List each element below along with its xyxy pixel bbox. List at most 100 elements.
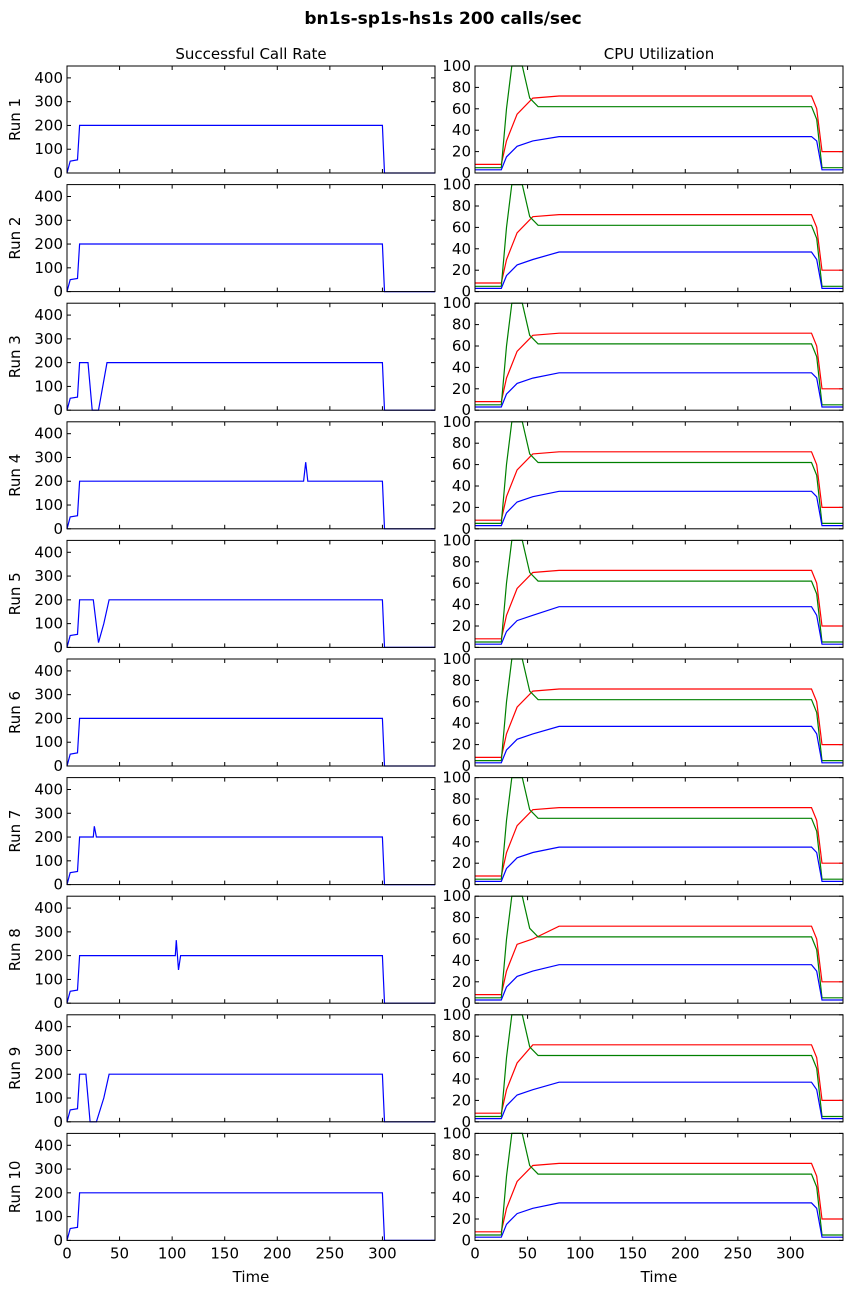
y-tick-label: 200 [34, 709, 63, 727]
y-tick-label: 40 [452, 477, 471, 495]
y-tick-label: 100 [34, 140, 63, 158]
calls-panel-run-3: 0 100 200 300 400 Run 3 [6, 302, 436, 419]
y-tick-label: 80 [452, 790, 471, 808]
y-tick-label: 80 [452, 1027, 471, 1045]
y-tick-label: 100 [34, 496, 63, 514]
y-tick-label: 100 [442, 1006, 471, 1024]
y-tick-label: 100 [442, 887, 471, 905]
cpu-series-blue-line [475, 964, 843, 1001]
run-label: Run 4 [6, 454, 24, 497]
calls-panel-run-2: 0 100 200 300 400 Run 2 [6, 184, 436, 301]
y-tick-label: 400 [34, 662, 63, 680]
y-tick-label: 200 [34, 116, 63, 134]
calls-panel-run-10: 0 100 200 300 400 0 50 100 150 200 250 300 Run 10 [6, 1132, 436, 1262]
y-tick-label: 40 [452, 240, 471, 258]
cpu-series-red-line [475, 451, 843, 521]
y-tick-label: 20 [452, 261, 471, 279]
cpu-series-red-line [475, 925, 843, 996]
y-tick-label: 400 [34, 1136, 63, 1154]
y-tick-label: 40 [452, 951, 471, 969]
x-tick-label: 250 [316, 1244, 345, 1262]
y-tick-label: 40 [452, 596, 471, 614]
y-tick-label: 100 [34, 1089, 63, 1107]
y-tick-label: 20 [452, 143, 471, 161]
cpu-series-blue-line [475, 1081, 843, 1120]
left-x-axis-label: Time [232, 1268, 270, 1286]
right-column-title: CPU Utilization [604, 45, 714, 63]
y-tick-label: 80 [452, 553, 471, 571]
x-tick-label: 100 [158, 1244, 187, 1262]
y-tick-label: 80 [452, 1146, 471, 1164]
calls-series-line [66, 462, 435, 530]
calls-panel-run-5: 0 100 200 300 400 Run 5 [6, 539, 436, 656]
y-tick-label: 20 [452, 1091, 471, 1109]
run-label: Run 1 [6, 98, 24, 141]
y-tick-label: 0 [461, 1113, 471, 1131]
y-tick-label: 80 [452, 316, 471, 334]
y-tick-label: 400 [34, 69, 63, 87]
cpu-panel-run-1: 0 20 40 60 80 100 [442, 57, 844, 182]
cpu-plot-frame [474, 184, 844, 293]
cpu-series-red-line [475, 807, 843, 877]
y-tick-label: 200 [34, 1184, 63, 1202]
cpu-panel-run-4: 0 20 40 60 80 100 [442, 413, 844, 538]
cpu-plot-frame [474, 658, 844, 767]
y-tick-label: 100 [34, 259, 63, 277]
y-tick-label: 400 [34, 780, 63, 798]
calls-plot-frame [66, 658, 436, 767]
y-tick-label: 80 [452, 197, 471, 215]
x-tick-label: 0 [62, 1244, 72, 1262]
cpu-series-red-line [475, 688, 843, 758]
cpu-series-blue-line [475, 251, 843, 289]
calls-panel-run-7: 0 100 200 300 400 Run 7 [6, 777, 436, 894]
cpu-plot-frame [474, 1014, 844, 1123]
y-tick-label: 200 [34, 354, 63, 372]
cpu-series-red-line [475, 569, 843, 640]
y-tick-label: 20 [452, 973, 471, 991]
cpu-series-blue-line [475, 606, 843, 645]
y-tick-label: 0 [53, 994, 63, 1012]
x-tick-label: 200 [671, 1244, 700, 1262]
y-tick-label: 0 [53, 1113, 63, 1131]
y-tick-label: 100 [34, 1208, 63, 1226]
y-tick-label: 300 [34, 330, 63, 348]
y-tick-label: 20 [452, 736, 471, 754]
y-tick-label: 100 [34, 852, 63, 870]
y-tick-label: 0 [53, 520, 63, 538]
cpu-plot-frame [474, 895, 844, 1004]
y-tick-label: 0 [461, 1231, 471, 1249]
y-tick-label: 20 [452, 380, 471, 398]
y-tick-label: 100 [34, 377, 63, 395]
calls-plot-frame [66, 895, 436, 1004]
y-tick-label: 60 [452, 218, 471, 236]
y-tick-label: 300 [34, 1041, 63, 1059]
y-tick-label: 0 [461, 994, 471, 1012]
cpu-plot-frame [474, 421, 844, 530]
x-tick-label: 0 [470, 1244, 480, 1262]
y-tick-label: 60 [452, 1049, 471, 1067]
calls-plot-frame [66, 184, 436, 293]
y-tick-label: 200 [34, 591, 63, 609]
run-label: Run 6 [6, 691, 24, 734]
cpu-plot-frame [474, 1132, 844, 1241]
y-tick-label: 20 [452, 617, 471, 635]
y-tick-label: 200 [34, 472, 63, 490]
y-tick-label: 0 [53, 876, 63, 894]
y-tick-label: 0 [461, 401, 471, 419]
y-tick-label: 200 [34, 828, 63, 846]
y-tick-label: 400 [34, 425, 63, 443]
y-tick-label: 100 [442, 769, 471, 787]
cpu-series-green-line [475, 302, 843, 406]
y-tick-label: 80 [452, 671, 471, 689]
cpu-series-blue-line [475, 846, 843, 882]
y-tick-label: 60 [452, 574, 471, 592]
cpu-series-blue-line [475, 1202, 843, 1238]
y-tick-label: 60 [452, 1167, 471, 1185]
figure-title: bn1s-sp1s-hs1s 200 calls/sec [304, 9, 581, 29]
y-tick-label: 0 [53, 401, 63, 419]
cpu-series-blue-line [475, 490, 843, 527]
y-tick-label: 100 [442, 531, 471, 549]
y-tick-label: 60 [452, 811, 471, 829]
y-tick-label: 300 [34, 686, 63, 704]
y-tick-label: 0 [461, 638, 471, 656]
